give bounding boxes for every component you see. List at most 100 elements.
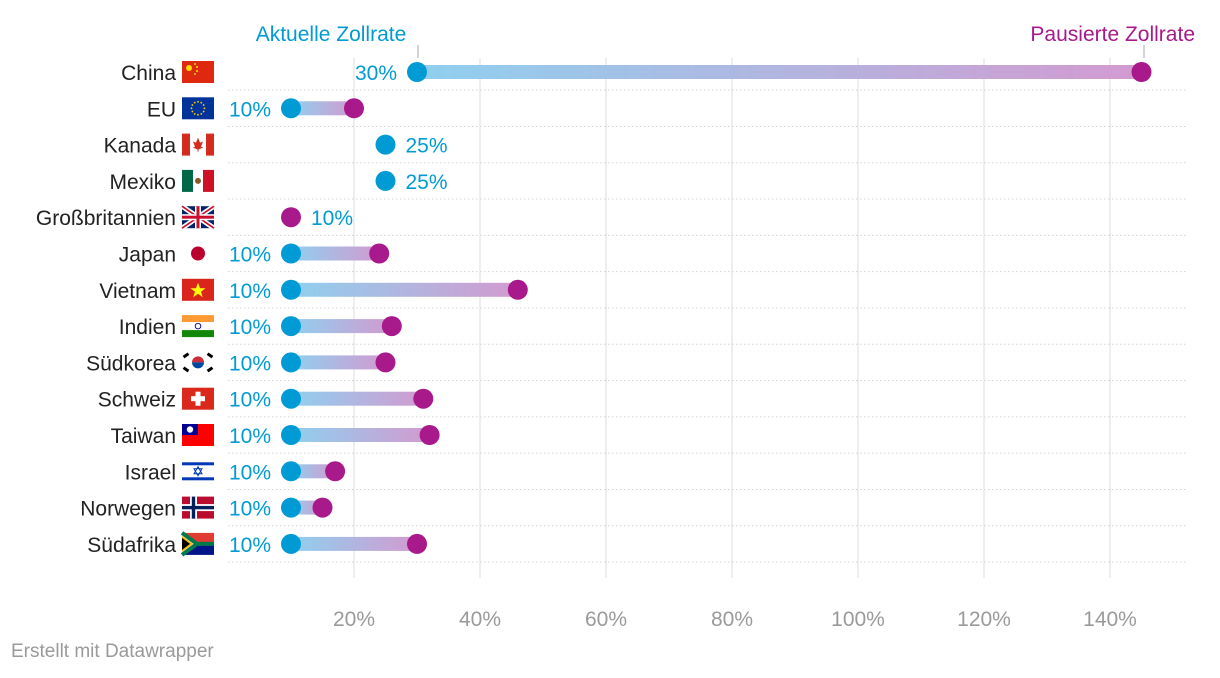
country-label: Großbritannien [36,207,176,230]
legend-paused-label: Pausierte Zollrate [1030,23,1195,46]
range-bar [291,464,336,479]
star [197,100,199,103]
flag-part [182,315,214,323]
norway-flag [182,496,214,519]
star [194,63,196,65]
current-rate-dot [281,388,301,409]
x-tick-label: 40% [459,608,501,631]
value-label: 10% [229,425,271,448]
value-label: 10% [229,352,271,375]
trigram [182,366,190,373]
country-label: Südkorea [86,352,176,375]
star [193,101,196,104]
current-rate-dot [407,62,427,82]
value-label: 10% [229,461,271,484]
current-rate-dot [375,134,396,155]
star [190,282,206,298]
country-label: Japan [119,244,176,267]
flag-part [180,531,214,557]
country-label: Südafrika [87,534,176,557]
south-korea-flag [182,351,214,374]
range-bar [291,428,430,442]
mexico-flag [182,169,214,192]
country-label: Mexiko [109,171,176,194]
current-rate-dot [375,170,396,191]
paused-rate-dot [407,533,427,554]
sun [186,426,194,433]
range-bar [291,101,354,116]
flag-part [182,543,214,555]
flag-part [182,169,193,192]
star [196,70,198,72]
x-tick-label: 120% [957,608,1011,631]
taegeuk-red [192,356,204,363]
star [202,104,205,106]
x-tick-label: 100% [831,608,885,631]
flag-part [182,537,190,550]
stem [197,148,199,152]
paused-rate-dot [381,316,402,337]
star [203,107,206,110]
israel-flag [182,460,214,483]
dumbbell-bars: 30% 10% 25% 25% 10% 10% 10% 10% 10% 10% 10% 10% 10% 1… [229,62,1152,557]
current-rate-dot [281,533,301,554]
value-label: 25% [406,171,448,194]
value-label: 25% [406,135,448,158]
maple-leaf [193,137,203,150]
south-africa-flag [180,531,214,557]
legend: Aktuelle Zollrate Pausierte Zollrate [256,23,1195,58]
flag-part [182,532,214,544]
x-axis-ticks: 20% 40% 60% 80% 100% 120% 140% [333,608,1137,631]
value-label: 10% [229,280,271,303]
country-label: Israel [125,461,176,484]
star [193,113,196,115]
dumbbell-chart: 30% 10% 25% 25% 10% 10% 10% 10% 10% 10% 10% 10% 10% 1… [36,23,1195,631]
range-bar [291,282,518,297]
range-bar [291,246,380,261]
current-rate-dot [281,243,301,264]
taiwan-flag [182,424,214,446]
taegeuk-blue [192,362,204,369]
star [190,107,193,110]
flag-part [203,169,214,192]
paused-rate-dot [1131,62,1152,82]
country-label: Vietnam [99,280,176,303]
current-rate-dot [281,279,301,300]
country-label: Kanada [104,135,177,158]
sun [191,246,205,261]
flag-part [182,97,214,120]
current-rate-dot [281,98,301,119]
range-bar [417,65,1142,79]
trigram [206,352,214,359]
china-flag [182,61,214,83]
country-label: Indien [119,316,176,339]
paused-rate-dot [369,243,390,264]
current-rate-dot [281,497,301,518]
vietnam-flag [182,278,214,301]
paused-rate-dot [507,279,528,300]
grid-lines [353,58,1111,578]
star [196,66,198,68]
x-tick-label: 140% [1083,608,1137,631]
flag-part [206,133,214,156]
legend-current-label: Aktuelle Zollrate [256,23,407,46]
trigram [182,352,190,359]
cross [191,396,205,402]
uk-flag [180,204,216,231]
current-rate-dot [281,461,301,482]
value-label: 10% [229,534,271,557]
range-bar [291,319,392,334]
star [200,113,203,115]
value-label: 10% [229,244,271,267]
country-label: EU [147,98,176,121]
value-label: 10% [311,207,353,230]
switzerland-flag [182,387,214,410]
japan-flag [182,242,214,265]
paused-rate-dot [344,98,364,119]
eu-flag [182,97,214,120]
star [200,101,203,104]
flag-part [182,505,214,510]
value-label: 10% [229,98,271,121]
country-label: Taiwan [111,425,176,448]
